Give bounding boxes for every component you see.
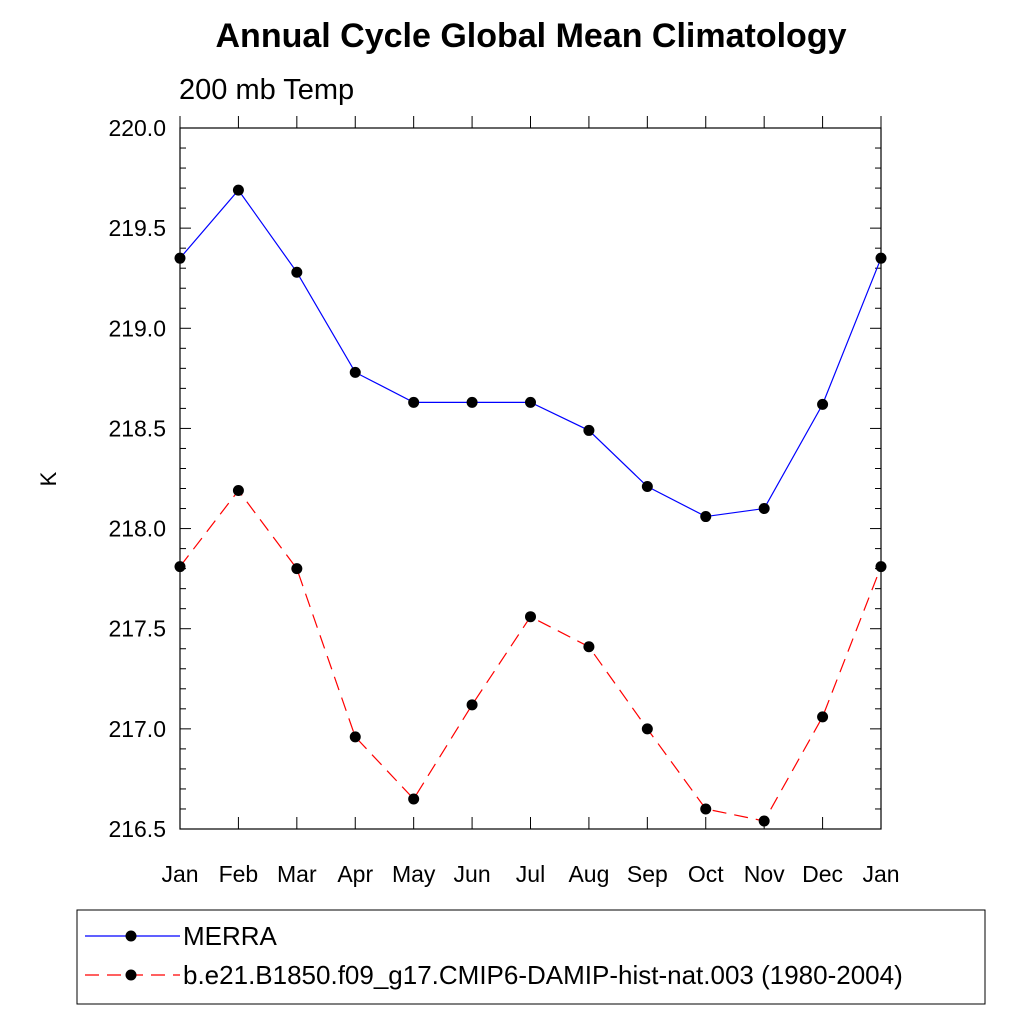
y-tick-label: 219.5 bbox=[108, 215, 166, 241]
series-0-point bbox=[583, 424, 595, 436]
series-0-point bbox=[817, 398, 829, 410]
legend-item-model: b.e21.B1850.f09_g17.CMIP6-DAMIP-hist-nat… bbox=[85, 960, 903, 990]
x-tick-label: Sep bbox=[627, 861, 668, 887]
y-tick-label: 220.0 bbox=[108, 115, 166, 141]
series-0-point bbox=[408, 396, 420, 408]
x-tick-label: May bbox=[392, 861, 436, 887]
plot-frame bbox=[179, 127, 882, 830]
y-tick-label: 216.5 bbox=[108, 816, 166, 842]
series-1-point bbox=[408, 793, 420, 805]
y-tick-label: 218.0 bbox=[108, 516, 166, 542]
x-tick-label: Nov bbox=[744, 861, 785, 887]
series-1-point bbox=[875, 561, 887, 573]
series-1-point bbox=[349, 731, 361, 743]
series-0-point bbox=[700, 511, 712, 523]
series-0-point bbox=[875, 252, 887, 264]
series-layer bbox=[174, 184, 887, 827]
series-1-point bbox=[525, 611, 536, 623]
chart-subtitle: 200 mb Temp bbox=[179, 74, 354, 106]
x-tick-label: Dec bbox=[802, 861, 843, 887]
y-tick-label: 218.5 bbox=[108, 415, 166, 441]
x-tick-label: Mar bbox=[277, 861, 317, 887]
series-1-point bbox=[817, 711, 829, 723]
series-0-point bbox=[525, 396, 536, 408]
x-tick-label: Feb bbox=[219, 861, 259, 887]
series-1-point bbox=[291, 563, 303, 575]
legend-merra-marker bbox=[125, 930, 137, 942]
series-0-point bbox=[349, 366, 361, 378]
legend-model-label: b.e21.B1850.f09_g17.CMIP6-DAMIP-hist-nat… bbox=[183, 960, 903, 990]
x-tick-label: Jan bbox=[862, 861, 899, 887]
series-1-point bbox=[700, 803, 712, 815]
series-line-0 bbox=[179, 189, 882, 518]
legend-box bbox=[76, 909, 986, 1005]
y-tick-label: 217.0 bbox=[108, 716, 166, 742]
legend-merra-label: MERRA bbox=[183, 921, 278, 951]
x-tick-label: Jul bbox=[516, 861, 545, 887]
series-0-point bbox=[466, 396, 478, 408]
y-tick-label: 219.0 bbox=[108, 315, 166, 341]
y-tick-label: 217.5 bbox=[108, 616, 166, 642]
series-1-point bbox=[758, 815, 770, 827]
legend-item-merra: MERRA bbox=[85, 921, 278, 951]
y-axis-label: K bbox=[36, 471, 61, 486]
series-1-point bbox=[174, 561, 186, 573]
series-1-point bbox=[466, 699, 478, 711]
x-tick-label: Jan bbox=[161, 861, 198, 887]
series-1-point bbox=[583, 641, 595, 653]
series-line-1 bbox=[179, 489, 882, 822]
y-tick-labels: 216.5 217.0 217.5 218.0 218.5 219.0 219.5 220.0 bbox=[108, 115, 166, 842]
x-tick-label: Apr bbox=[337, 861, 373, 887]
series-0-point bbox=[291, 266, 303, 278]
x-tick-label: Jun bbox=[454, 861, 491, 887]
series-0-point bbox=[174, 252, 186, 264]
x-tick-label: Aug bbox=[568, 861, 609, 887]
legend-model-marker bbox=[125, 969, 137, 981]
axis-ticks bbox=[179, 116, 882, 830]
x-tick-labels: Jan Feb Mar Apr May Jun Jul Aug Sep Oct Nov Dec Jan bbox=[161, 861, 899, 887]
series-1-point bbox=[641, 723, 653, 735]
series-0-point bbox=[758, 503, 770, 515]
series-0-point bbox=[232, 184, 244, 196]
series-1-point bbox=[232, 485, 244, 497]
x-tick-label: Oct bbox=[688, 861, 724, 887]
series-0-point bbox=[641, 481, 653, 493]
chart-title: Annual Cycle Global Mean Climatology bbox=[216, 17, 847, 55]
